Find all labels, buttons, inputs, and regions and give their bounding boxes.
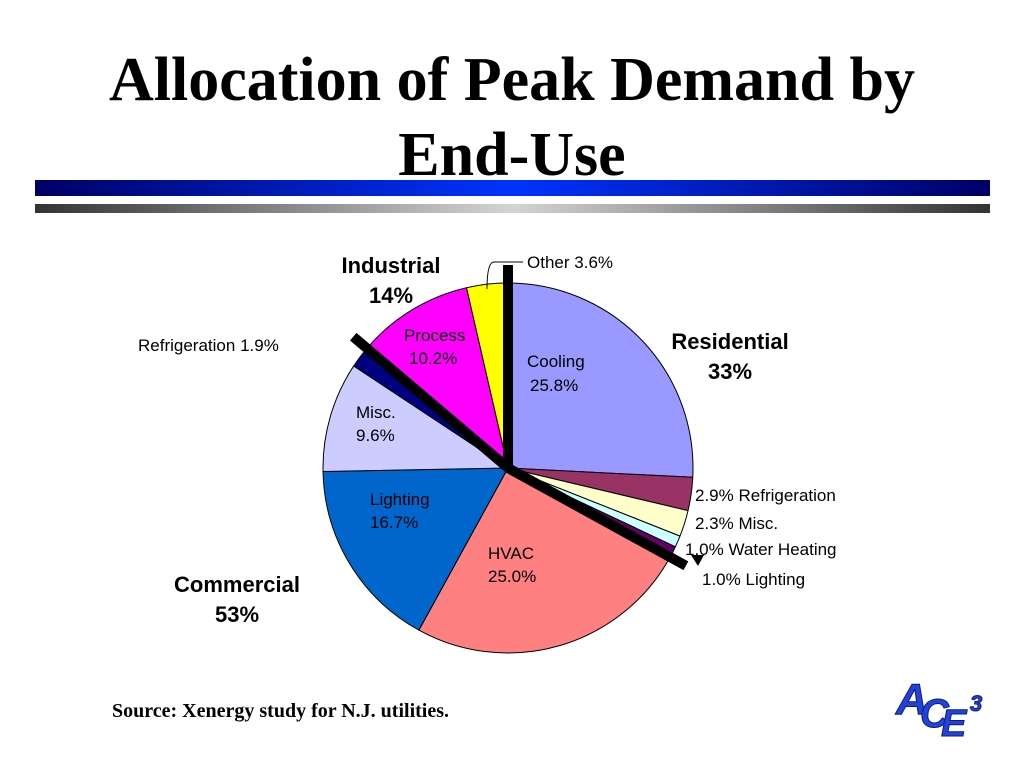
group-label-residential: Residential — [671, 329, 788, 354]
group-dividers — [349, 265, 689, 571]
pie-slice-commercial-misc — [322, 365, 509, 472]
group-label-industrial: Industrial — [341, 253, 440, 278]
slice-label-industrial-other: Other 3.6% — [527, 253, 613, 272]
slice-label-residential-misc: 2.3% Misc. — [695, 514, 778, 533]
logo-letter-e: E — [941, 703, 968, 745]
ace3-logo: A C E 3 — [895, 675, 983, 746]
pie-slice-residential-cooling — [507, 282, 694, 478]
slice-label-commercial-lighting: Lighting — [370, 490, 430, 509]
slice-label-industrial-process: Process — [404, 326, 465, 345]
logo-letter-c: C — [920, 692, 950, 736]
slide-title: Allocation of Peak Demand by End-Use — [109, 46, 915, 189]
slice-name-residential-refrigeration: Refrigeration — [738, 486, 835, 505]
slice-label-residential-cooling: Cooling — [527, 352, 585, 371]
slice-value-residential-refrigeration: 2.9% — [695, 486, 734, 505]
group-label-commercial: Commercial — [174, 572, 300, 597]
group-value-commercial: 53% — [215, 602, 259, 627]
slice-value-residential-cooling: 25.8% — [530, 376, 578, 395]
group-divider-commercial — [505, 463, 689, 571]
rule-bar — [35, 204, 990, 213]
source-note: Source: Xenergy study for N.J. utilities… — [112, 700, 449, 722]
slice-value-industrial-other: 3.6% — [574, 253, 613, 272]
slice-value-residential-misc: 2.3% — [695, 514, 734, 533]
group-value-industrial: 14% — [369, 283, 413, 308]
slice-label-residential-lighting: 1.0% Lighting — [702, 570, 805, 589]
slice-name-residential-misc: Misc. — [738, 514, 778, 533]
slice-value-residential-lighting: 1.0% — [702, 570, 741, 589]
group-divider-industrial — [349, 332, 512, 472]
slice-label-commercial-hvac: HVAC — [488, 544, 534, 563]
slice-value-commercial-misc: 9.6% — [356, 426, 395, 445]
slice-value-residential-water-heating: 1.0% — [685, 540, 724, 559]
slice-label-commercial-refrigeration: Refrigeration 1.9% — [138, 336, 279, 355]
slice-value-commercial-refrigeration: 1.9% — [240, 336, 279, 355]
group-value-residential: 33% — [708, 359, 752, 384]
accent-bar — [35, 180, 990, 196]
slice-value-commercial-hvac: 25.0% — [488, 567, 536, 586]
logo-superscript: 3 — [970, 691, 982, 716]
slice-name-residential-lighting: Lighting — [745, 570, 805, 589]
slice-name-residential-water-heating: Water Heating — [728, 540, 836, 559]
slice-label-residential-water-heating: 1.0% Water Heating — [685, 540, 837, 559]
slice-value-commercial-lighting: 16.7% — [370, 513, 418, 532]
leader-line-industrial-other — [486, 261, 523, 290]
pie-slice-industrial-process — [366, 287, 509, 469]
slice-value-industrial-process: 10.2% — [409, 349, 457, 368]
slice-label-commercial-misc: Misc. — [356, 403, 396, 422]
pie-slice-commercial-hvac — [418, 467, 671, 654]
slice-label-residential-refrigeration: 2.9% Refrigeration — [695, 486, 836, 505]
pie-slice-commercial-lighting — [322, 467, 509, 631]
logo-letter-a: A — [895, 675, 928, 724]
slice-name-commercial-refrigeration: Refrigeration — [138, 336, 235, 355]
slice-name-industrial-other: Other — [527, 253, 570, 272]
leader-arrow-residential-lighting — [691, 555, 704, 566]
